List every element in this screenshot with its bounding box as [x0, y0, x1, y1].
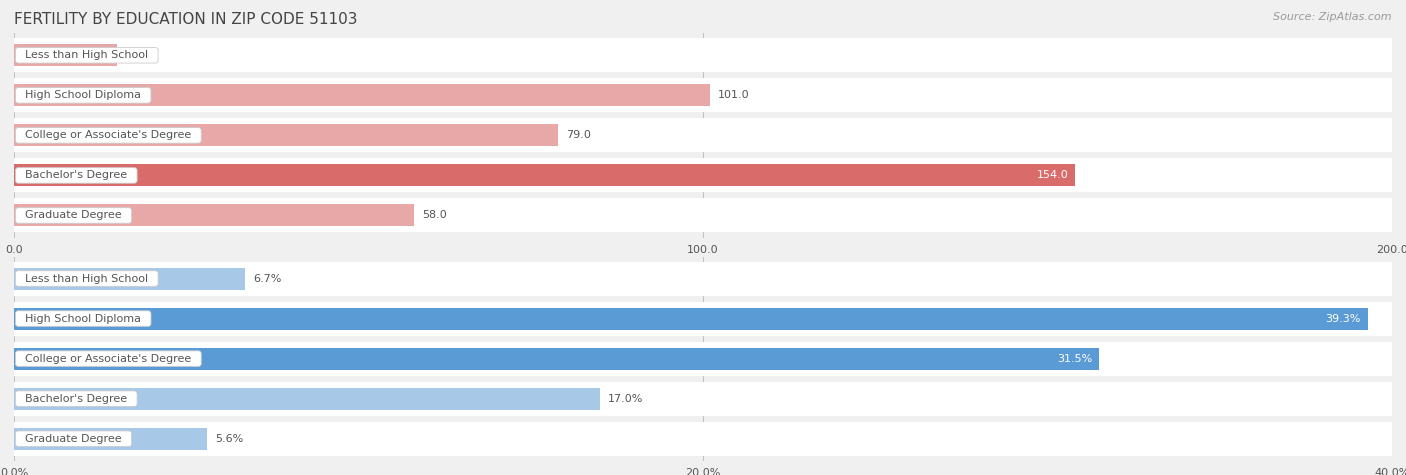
Bar [14, 164, 1076, 187]
Bar [14, 124, 558, 146]
Text: 17.0%: 17.0% [607, 394, 644, 404]
Text: 31.5%: 31.5% [1057, 353, 1092, 364]
Bar [14, 342, 1392, 376]
Text: College or Associate's Degree: College or Associate's Degree [18, 130, 198, 141]
Text: High School Diploma: High School Diploma [18, 90, 148, 100]
Bar [14, 44, 118, 66]
Bar [14, 38, 1392, 72]
Bar [14, 199, 1392, 232]
Text: High School Diploma: High School Diploma [18, 314, 148, 323]
Text: 39.3%: 39.3% [1326, 314, 1361, 323]
Text: 15.0: 15.0 [125, 50, 150, 60]
Text: 101.0: 101.0 [718, 90, 749, 100]
Bar [14, 302, 1392, 336]
Bar [14, 85, 710, 106]
Text: College or Associate's Degree: College or Associate's Degree [18, 353, 198, 364]
Text: Bachelor's Degree: Bachelor's Degree [18, 394, 135, 404]
Text: Graduate Degree: Graduate Degree [18, 434, 129, 444]
Bar [14, 78, 1392, 113]
Bar [14, 381, 1392, 416]
Bar [14, 348, 1099, 370]
Bar [14, 262, 1392, 295]
Bar [14, 158, 1392, 192]
Text: 5.6%: 5.6% [215, 434, 243, 444]
Bar [14, 204, 413, 227]
Bar [14, 422, 1392, 456]
Text: 154.0: 154.0 [1036, 171, 1069, 180]
Text: 79.0: 79.0 [567, 130, 592, 141]
Bar [14, 308, 1368, 330]
Text: Bachelor's Degree: Bachelor's Degree [18, 171, 135, 180]
Bar [14, 388, 599, 409]
Text: Less than High School: Less than High School [18, 50, 155, 60]
Text: FERTILITY BY EDUCATION IN ZIP CODE 51103: FERTILITY BY EDUCATION IN ZIP CODE 51103 [14, 12, 357, 27]
Bar [14, 267, 245, 290]
Bar [14, 428, 207, 450]
Text: 58.0: 58.0 [422, 210, 447, 220]
Text: Less than High School: Less than High School [18, 274, 155, 284]
Text: Source: ZipAtlas.com: Source: ZipAtlas.com [1274, 12, 1392, 22]
Text: Graduate Degree: Graduate Degree [18, 210, 129, 220]
Text: 6.7%: 6.7% [253, 274, 281, 284]
Bar [14, 118, 1392, 152]
